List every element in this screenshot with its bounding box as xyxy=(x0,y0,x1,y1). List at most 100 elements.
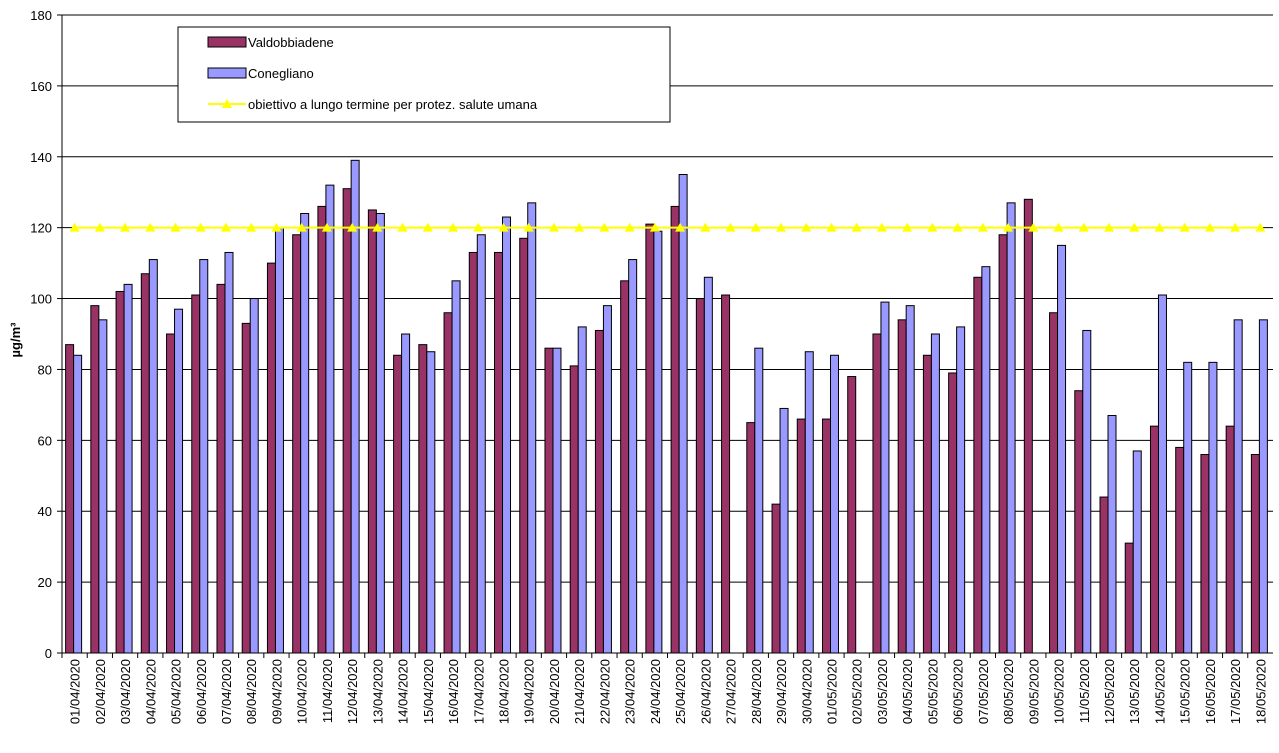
bar xyxy=(166,333,176,654)
marker xyxy=(422,222,433,232)
marker xyxy=(1179,222,1190,232)
bar xyxy=(342,188,352,654)
bar xyxy=(1233,319,1243,654)
x-tick-label: 16/05/2020 xyxy=(1203,659,1218,724)
marker xyxy=(548,222,559,232)
marker xyxy=(1154,222,1165,232)
bar xyxy=(123,283,133,654)
bar xyxy=(451,280,461,654)
bar xyxy=(602,305,612,654)
bar xyxy=(519,237,529,654)
marker xyxy=(776,222,787,232)
bar xyxy=(678,174,688,654)
marker xyxy=(1078,222,1089,232)
bar xyxy=(779,407,789,654)
x-tick-label: 04/04/2020 xyxy=(143,659,158,724)
marker xyxy=(876,222,887,232)
bar xyxy=(90,305,100,654)
marker xyxy=(246,222,257,232)
x-tick-label: 15/04/2020 xyxy=(421,659,436,724)
bar xyxy=(973,276,983,654)
bar xyxy=(872,333,882,654)
bar xyxy=(274,227,284,654)
x-tick-label: 20/04/2020 xyxy=(547,659,562,724)
bar xyxy=(418,344,428,654)
bar xyxy=(98,319,108,654)
bar xyxy=(401,333,411,654)
marker xyxy=(523,222,534,232)
bar xyxy=(670,205,680,654)
bar xyxy=(191,294,201,654)
x-tick-label: 23/04/2020 xyxy=(623,659,638,724)
marker xyxy=(1230,222,1241,232)
marker xyxy=(927,222,938,232)
bar xyxy=(325,184,335,654)
bar xyxy=(1258,319,1268,654)
bar xyxy=(1132,450,1142,654)
bar xyxy=(897,319,907,654)
bar xyxy=(569,365,579,654)
marker xyxy=(145,222,156,232)
x-tick-label: 01/05/2020 xyxy=(824,659,839,724)
bar xyxy=(804,351,814,654)
x-tick-label: 06/04/2020 xyxy=(194,659,209,724)
legend-marker xyxy=(222,99,232,108)
bar xyxy=(1006,202,1016,654)
legend-label: obiettivo a lungo termine per protez. sa… xyxy=(248,97,538,112)
x-tick-label: 02/05/2020 xyxy=(850,659,865,724)
bar xyxy=(1183,361,1193,654)
y-axis-label: µg/m³ xyxy=(8,322,23,358)
x-tick-label: 26/04/2020 xyxy=(698,659,713,724)
bar xyxy=(502,216,512,654)
bar xyxy=(771,503,781,654)
marker xyxy=(195,222,206,232)
x-tick-label: 12/04/2020 xyxy=(345,659,360,724)
bar xyxy=(577,326,587,654)
marker xyxy=(296,222,307,232)
bar xyxy=(544,347,554,654)
x-tick-label: 29/04/2020 xyxy=(774,659,789,724)
bar xyxy=(317,205,327,654)
marker xyxy=(826,222,837,232)
bar xyxy=(148,259,158,654)
y-tick-label: 20 xyxy=(38,575,52,590)
marker xyxy=(851,222,862,232)
bar xyxy=(1208,361,1218,654)
marker xyxy=(1053,222,1064,232)
bar xyxy=(443,312,453,654)
x-tick-label: 15/05/2020 xyxy=(1178,659,1193,724)
marker xyxy=(1028,222,1039,232)
bar xyxy=(199,259,209,654)
marker xyxy=(574,222,585,232)
bar xyxy=(266,262,276,654)
y-tick-label: 60 xyxy=(38,433,52,448)
marker xyxy=(347,222,358,232)
legend-swatch xyxy=(207,36,247,48)
x-tick-label: 02/04/2020 xyxy=(93,659,108,724)
legend-box xyxy=(177,26,671,123)
bar xyxy=(620,280,630,654)
marker xyxy=(1003,222,1014,232)
legend-label: Valdobbiadene xyxy=(248,35,334,50)
x-tick-label: 16/04/2020 xyxy=(446,659,461,724)
bar xyxy=(930,333,940,654)
marker xyxy=(473,222,484,232)
bar xyxy=(300,212,310,654)
bar xyxy=(1082,329,1092,654)
bar xyxy=(821,418,831,654)
bar xyxy=(1175,446,1185,654)
bar xyxy=(998,234,1008,654)
marker xyxy=(69,222,80,232)
bar xyxy=(628,259,638,654)
x-tick-label: 13/05/2020 xyxy=(1127,659,1142,724)
marker xyxy=(902,222,913,232)
bar xyxy=(922,354,932,654)
x-tick-label: 13/04/2020 xyxy=(370,659,385,724)
x-tick-label: 18/05/2020 xyxy=(1253,659,1268,724)
y-tick-label: 0 xyxy=(45,646,52,661)
bar xyxy=(905,305,915,654)
legend-label: Conegliano xyxy=(248,66,314,81)
marker xyxy=(649,222,660,232)
y-tick-label: 160 xyxy=(30,79,52,94)
